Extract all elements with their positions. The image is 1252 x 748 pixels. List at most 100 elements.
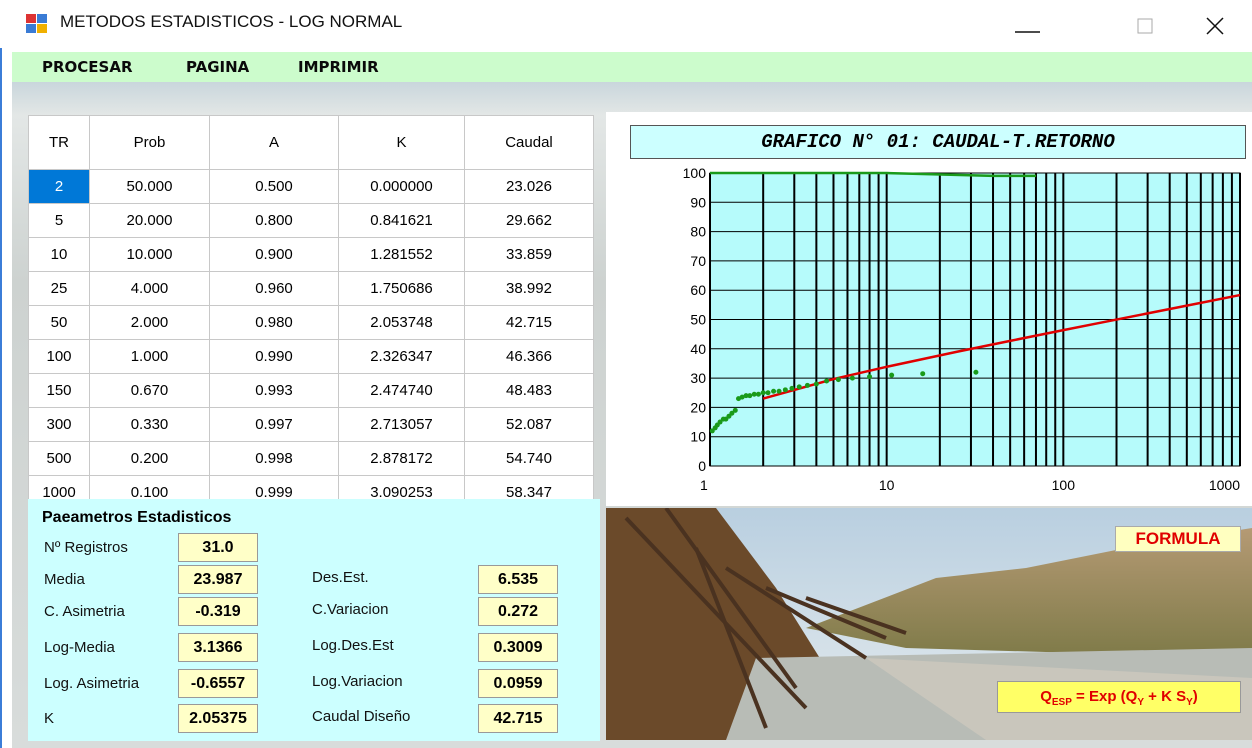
formula-part: )	[1193, 688, 1198, 705]
param-label: Des.Est.	[312, 569, 369, 586]
param-value: 3.1366	[178, 633, 258, 662]
param-label: Log.Variacion	[312, 673, 403, 690]
formula-part: + K S	[1144, 688, 1186, 705]
table-cell[interactable]: 0.500	[210, 170, 339, 204]
table-cell[interactable]: 20.000	[90, 204, 210, 238]
table-cell[interactable]: 0.998	[210, 442, 339, 476]
param-label: C.Variacion	[312, 601, 388, 618]
param-label: Nº Registros	[44, 539, 128, 556]
table-cell[interactable]: 2.878172	[339, 442, 465, 476]
table-cell[interactable]: 2.053748	[339, 306, 465, 340]
table-cell[interactable]: 42.715	[465, 306, 594, 340]
table-cell[interactable]: 0.000000	[339, 170, 465, 204]
table-cell[interactable]: 4.000	[90, 272, 210, 306]
table-cell[interactable]: 100	[29, 340, 90, 374]
menu-bar: PROCESAR PAGINA IMPRIMIR	[12, 52, 1252, 82]
param-value: 0.0959	[478, 669, 558, 698]
table-cell[interactable]: 150	[29, 374, 90, 408]
table-cell[interactable]: 0.330	[90, 408, 210, 442]
table-cell[interactable]: 0.990	[210, 340, 339, 374]
window-controls	[1010, 10, 1240, 40]
param-label: Media	[44, 571, 85, 588]
formula-button[interactable]: FORMULA	[1115, 526, 1241, 552]
formula-part: = Exp (Q	[1072, 688, 1137, 705]
table-cell[interactable]: 2	[29, 170, 90, 204]
table-cell[interactable]: 50	[29, 306, 90, 340]
table-cell[interactable]: 5	[29, 204, 90, 238]
table-cell[interactable]: 50.000	[90, 170, 210, 204]
formula-part: ESP	[1052, 697, 1072, 708]
param-value: 0.3009	[478, 633, 558, 662]
param-value: 2.05375	[178, 704, 258, 733]
table-cell[interactable]: 500	[29, 442, 90, 476]
param-value: -0.319	[178, 597, 258, 626]
column-header: A	[210, 116, 339, 170]
table-cell[interactable]: 23.026	[465, 170, 594, 204]
window-edge	[0, 0, 2, 748]
table-cell[interactable]: 10	[29, 238, 90, 272]
param-value: 31.0	[178, 533, 258, 562]
param-label: Log-Media	[44, 639, 115, 656]
table-cell[interactable]: 0.800	[210, 204, 339, 238]
table-cell[interactable]: 0.900	[210, 238, 339, 272]
param-label: Log. Asimetria	[44, 675, 139, 692]
title-bar: METODOS ESTADISTICOS - LOG NORMAL	[0, 0, 1252, 48]
column-header: Prob	[90, 116, 210, 170]
table-cell[interactable]: 54.740	[465, 442, 594, 476]
table-cell[interactable]: 10.000	[90, 238, 210, 272]
table-cell[interactable]: 0.200	[90, 442, 210, 476]
table-cell[interactable]: 2.000	[90, 306, 210, 340]
formula-part: Y	[1137, 697, 1144, 708]
app-window: METODOS ESTADISTICOS - LOG NORMAL PROCES…	[0, 0, 1252, 748]
table-cell[interactable]: 38.992	[465, 272, 594, 306]
app-icon	[26, 14, 48, 34]
table-cell[interactable]: 0.993	[210, 374, 339, 408]
panel-title: Paeametros Estadisticos	[42, 509, 231, 527]
table-cell[interactable]: 46.366	[465, 340, 594, 374]
table-cell[interactable]: 0.841621	[339, 204, 465, 238]
table-cell[interactable]: 300	[29, 408, 90, 442]
param-label: C. Asimetria	[44, 603, 125, 620]
column-header: K	[339, 116, 465, 170]
table-cell[interactable]: 25	[29, 272, 90, 306]
table-cell[interactable]: 48.483	[465, 374, 594, 408]
formula-part: Q	[1040, 688, 1052, 705]
table-cell[interactable]: 0.670	[90, 374, 210, 408]
table-cell[interactable]: 29.662	[465, 204, 594, 238]
maximize-button[interactable]	[1138, 19, 1152, 33]
param-value: 0.272	[478, 597, 558, 626]
param-label: K	[44, 710, 54, 727]
menu-item[interactable]: PAGINA	[186, 58, 249, 76]
table-cell[interactable]: 0.980	[210, 306, 339, 340]
table-cell[interactable]: 2.713057	[339, 408, 465, 442]
table-cell[interactable]: 33.859	[465, 238, 594, 272]
table-cell[interactable]: 1.281552	[339, 238, 465, 272]
column-header: Caudal	[465, 116, 594, 170]
param-value: -0.6557	[178, 669, 258, 698]
table-cell[interactable]: 2.474740	[339, 374, 465, 408]
chart-panel	[606, 112, 1252, 506]
param-label: Caudal Diseño	[312, 708, 410, 725]
chart-title: GRAFICO N° 01: CAUDAL-T.RETORNO	[630, 125, 1246, 159]
formula-part: Y	[1186, 697, 1193, 708]
table-cell[interactable]: 0.960	[210, 272, 339, 306]
table-cell[interactable]: 2.326347	[339, 340, 465, 374]
table-cell[interactable]: 1.750686	[339, 272, 465, 306]
menu-item[interactable]: PROCESAR	[42, 58, 133, 76]
menu-item[interactable]: IMPRIMIR	[298, 58, 379, 76]
table-cell[interactable]: 1.000	[90, 340, 210, 374]
param-value: 6.535	[478, 565, 558, 594]
close-button[interactable]	[1207, 18, 1223, 34]
parameters-panel: Paeametros Estadisticos Nº Registros 31.0…	[28, 499, 600, 741]
table-cell[interactable]: 52.087	[465, 408, 594, 442]
table-cell[interactable]: 0.997	[210, 408, 339, 442]
